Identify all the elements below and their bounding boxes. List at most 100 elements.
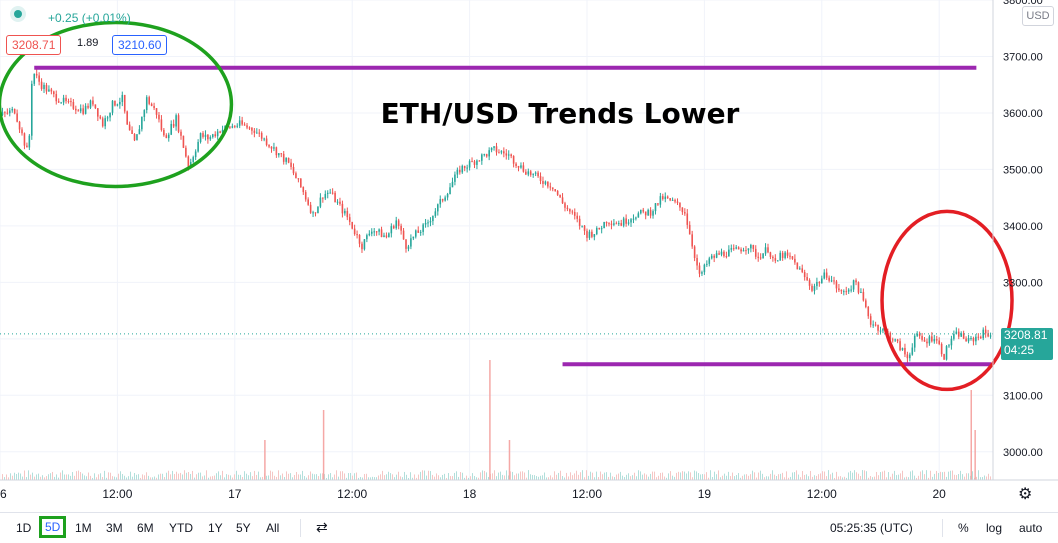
gear-icon[interactable]: ⚙ — [1018, 486, 1033, 503]
percent-toggle[interactable]: % — [958, 521, 969, 535]
auto-toggle[interactable]: auto — [1019, 521, 1043, 535]
candle-body — [586, 230, 588, 238]
volume-bar — [350, 472, 351, 480]
price-chart[interactable]: 3000.003100.003200.003300.003400.003500.… — [0, 0, 1058, 512]
toolbar-divider — [300, 519, 301, 537]
candle-body — [461, 165, 464, 173]
y-tick-label: 3600.00 — [1003, 108, 1043, 120]
candle-body — [197, 141, 199, 152]
volume-bar — [306, 477, 307, 480]
candle-body — [569, 208, 571, 212]
candle-body — [595, 228, 598, 235]
candle-body — [40, 81, 43, 89]
bid-price-button[interactable]: 3208.71 — [6, 35, 62, 55]
log-toggle[interactable]: log — [986, 521, 1003, 535]
utc-clock[interactable]: 05:25:35 (UTC) — [830, 521, 913, 535]
volume-bar — [336, 470, 337, 480]
volume-bar — [518, 473, 519, 480]
volume-bar — [536, 476, 537, 480]
candle-body — [803, 272, 806, 278]
volume-bar — [248, 475, 249, 480]
candle-body — [933, 339, 936, 342]
candle-body — [693, 246, 696, 258]
volume-bar — [784, 477, 785, 480]
volume-bar — [962, 474, 963, 480]
range-5y[interactable]: 5Y — [236, 521, 251, 535]
volume-bar — [326, 477, 327, 480]
volume-bar — [338, 476, 339, 480]
candle-body — [674, 199, 676, 202]
candle-body — [564, 203, 566, 208]
candle-body — [742, 250, 745, 252]
volume-bar — [954, 474, 955, 480]
candle-body — [432, 215, 434, 222]
candle-body — [319, 197, 322, 207]
range-1m[interactable]: 1M — [75, 521, 92, 535]
candle-body — [38, 75, 40, 82]
volume-bar — [346, 477, 347, 480]
volume-bar — [928, 477, 929, 480]
candle-body — [891, 339, 894, 341]
candle-body — [278, 153, 280, 156]
range-5d[interactable]: 5D — [39, 516, 67, 538]
candle-body — [977, 336, 980, 338]
range-3m[interactable]: 3M — [106, 521, 123, 535]
volume-bar — [472, 473, 473, 480]
volume-bar — [658, 475, 659, 480]
candle-body — [143, 110, 146, 118]
candle-body — [529, 171, 532, 175]
volume-bar — [682, 471, 683, 480]
volume-bar — [454, 472, 455, 480]
volume-bar — [618, 473, 619, 480]
volume-bar — [358, 477, 359, 480]
volume-bar — [792, 472, 793, 480]
volume-bar — [38, 473, 39, 480]
candle-body — [913, 335, 916, 348]
volume-bar — [660, 472, 661, 480]
candle-body — [671, 199, 674, 201]
volume-bar — [516, 473, 517, 480]
volume-bar — [598, 477, 599, 480]
compare-icon[interactable]: ⇄ — [316, 519, 328, 535]
volume-bar — [278, 470, 279, 480]
candle-body — [698, 265, 701, 274]
range-1y[interactable]: 1Y — [208, 521, 223, 535]
range-all[interactable]: All — [266, 521, 280, 535]
candle-body — [948, 345, 950, 347]
volume-bar — [390, 473, 391, 480]
volume-bar — [442, 474, 443, 480]
candle-body — [304, 192, 307, 200]
volume-bar — [510, 471, 511, 480]
volume-bar — [258, 471, 259, 480]
candle-body — [429, 221, 432, 223]
ask-price-button[interactable]: 3210.60 — [112, 35, 168, 55]
candle-body — [483, 154, 486, 156]
candle-body — [926, 341, 928, 344]
volume-bar — [884, 470, 885, 480]
candle-body — [806, 277, 808, 281]
y-tick-label: 3300.00 — [1003, 277, 1043, 289]
volume-bar — [910, 471, 911, 480]
volume-bar — [108, 472, 109, 480]
range-ytd[interactable]: YTD — [169, 521, 193, 535]
range-1d[interactable]: 1D — [16, 521, 32, 535]
candle-body — [708, 258, 711, 264]
range-6m[interactable]: 6M — [137, 521, 154, 535]
candle-body — [843, 291, 845, 293]
volume-bar — [386, 474, 387, 480]
candle-body — [840, 290, 843, 292]
candle-body — [764, 247, 767, 254]
candle-body — [862, 291, 865, 301]
volume-bar — [918, 475, 919, 480]
volume-bar — [818, 474, 819, 480]
volume-bar — [322, 473, 323, 480]
volume-bar — [734, 476, 735, 480]
candle-body — [498, 152, 500, 154]
candle-body — [706, 263, 708, 265]
candle-body — [845, 291, 848, 293]
volume-bar — [948, 471, 949, 480]
volume-bar — [498, 472, 499, 480]
volume-bar — [840, 476, 841, 480]
candle-body — [811, 285, 813, 291]
currency-selector[interactable]: USD — [1022, 6, 1054, 26]
